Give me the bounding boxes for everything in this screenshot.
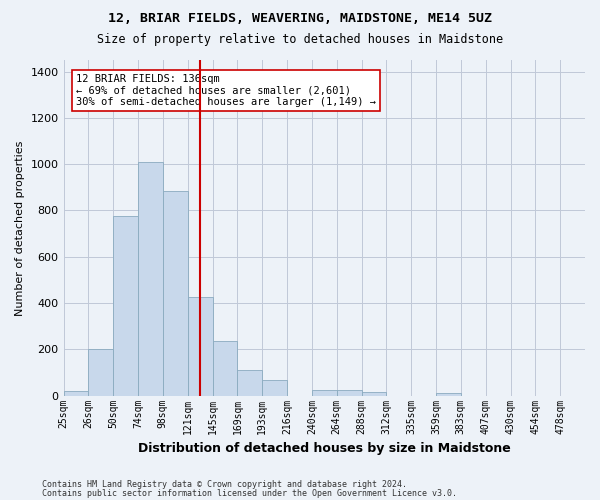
Y-axis label: Number of detached properties: Number of detached properties <box>15 140 25 316</box>
Text: Contains public sector information licensed under the Open Government Licence v3: Contains public sector information licen… <box>42 488 457 498</box>
Text: 12, BRIAR FIELDS, WEAVERING, MAIDSTONE, ME14 5UZ: 12, BRIAR FIELDS, WEAVERING, MAIDSTONE, … <box>108 12 492 26</box>
Bar <box>138 162 163 396</box>
Bar <box>362 392 386 396</box>
X-axis label: Distribution of detached houses by size in Maidstone: Distribution of detached houses by size … <box>138 442 511 455</box>
Bar <box>436 394 461 396</box>
Text: 12 BRIAR FIELDS: 136sqm
← 69% of detached houses are smaller (2,601)
30% of semi: 12 BRIAR FIELDS: 136sqm ← 69% of detache… <box>76 74 376 107</box>
Text: Size of property relative to detached houses in Maidstone: Size of property relative to detached ho… <box>97 32 503 46</box>
Bar <box>163 191 188 396</box>
Bar <box>337 390 362 396</box>
Bar <box>64 391 88 396</box>
Bar <box>262 380 287 396</box>
Bar <box>312 390 337 396</box>
Bar <box>113 216 138 396</box>
Bar <box>238 370 262 396</box>
Text: Contains HM Land Registry data © Crown copyright and database right 2024.: Contains HM Land Registry data © Crown c… <box>42 480 407 489</box>
Bar <box>212 341 238 396</box>
Bar <box>88 350 113 396</box>
Bar <box>188 298 212 396</box>
